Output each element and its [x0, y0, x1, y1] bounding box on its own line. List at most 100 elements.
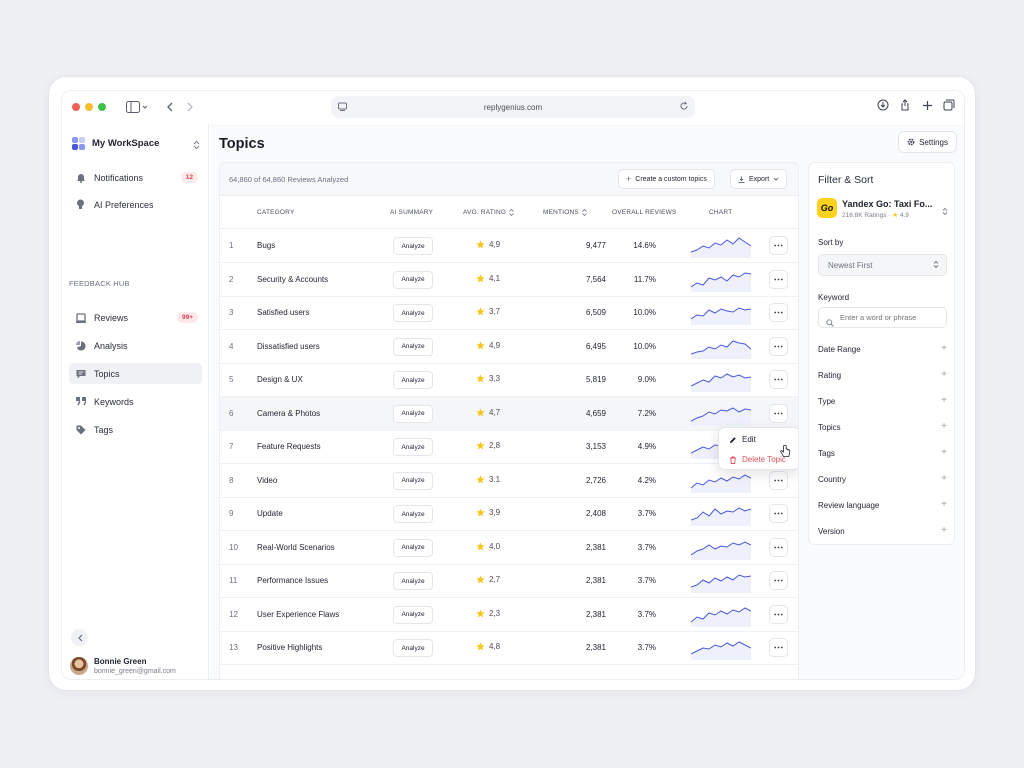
analyze-button[interactable]: Analyze [393, 304, 433, 322]
sidebar-item-notifications[interactable]: Notifications 12 [69, 167, 202, 188]
more-actions-button[interactable] [769, 336, 788, 356]
table-row[interactable]: 12 User Experience Flaws Analyze 2,3 2,381 3.… [220, 598, 798, 632]
analyze-button[interactable]: Analyze [393, 538, 433, 557]
analyze-button[interactable]: Analyze [393, 404, 433, 423]
filter-review-language[interactable]: Review language + [818, 499, 947, 513]
ellipsis-icon [774, 278, 783, 280]
sort-select[interactable]: Newest First [818, 254, 947, 276]
filter-country[interactable]: Country + [818, 473, 947, 487]
export-button[interactable]: Export [730, 169, 788, 189]
edit-topic-menu-item[interactable]: Edit [729, 435, 756, 444]
analyze-button[interactable]: Analyze [393, 572, 433, 590]
plus-icon[interactable]: + [941, 369, 947, 380]
table-row[interactable]: 8 Video Analyze 3.1 2,726 4.2% [220, 464, 798, 498]
more-actions-button[interactable] [769, 236, 788, 255]
more-actions-button[interactable] [769, 269, 788, 289]
download-icon[interactable] [876, 98, 890, 112]
table-row[interactable]: 4 Dissatisfied users Analyze 4,9 6,495 10.0% [220, 330, 798, 364]
back-icon[interactable] [162, 97, 178, 117]
filter-label: Rating [818, 371, 842, 380]
table-row[interactable]: 13 Positive Highlights Analyze 4,8 2,381 3.7% [220, 631, 798, 665]
more-actions-button[interactable] [769, 537, 788, 557]
main-content: Topics Settings 64,860 of 64,860 Reviews… [210, 124, 964, 679]
site-info-icon[interactable] [338, 102, 347, 113]
tabs-overview-icon[interactable] [942, 98, 956, 112]
more-actions-button[interactable] [769, 470, 788, 490]
plus-icon[interactable]: + [941, 499, 947, 510]
sparkline-chart [691, 373, 751, 392]
analyze-button[interactable]: Analyze [393, 270, 433, 289]
row-number: 8 [229, 475, 234, 485]
row-number: 3 [229, 308, 234, 317]
sidebar-item-tags[interactable]: Tags [69, 419, 202, 440]
reload-icon[interactable] [679, 101, 689, 113]
table-row[interactable]: 2 Security & Accounts Analyze 4,1 7,564 11.7% [220, 263, 798, 297]
star-icon: ★ [892, 212, 899, 219]
app-selector[interactable]: Go Yandex Go: Taxi Fo... 216.8K Ratings … [817, 198, 948, 220]
sidebar-toggle-icon[interactable] [123, 97, 151, 117]
ellipsis-icon [774, 546, 783, 548]
more-actions-button[interactable] [769, 638, 788, 657]
plus-icon[interactable]: + [941, 473, 947, 484]
sidebar-item-label: AI Preferences [94, 199, 154, 210]
sidebar-item-topics[interactable]: Topics [69, 363, 202, 384]
row-mentions: 2,381 [585, 643, 606, 652]
filter-version[interactable]: Version + [818, 525, 947, 539]
analyze-button[interactable]: Analyze [393, 337, 433, 356]
minimize-window-button[interactable] [85, 103, 93, 111]
sidebar-item-keywords[interactable]: Keywords [69, 391, 202, 412]
table-row[interactable]: 10 Real-World Scenarios Analyze 4,0 2,381 3.7… [220, 531, 798, 565]
more-actions-button[interactable] [769, 303, 788, 322]
settings-button[interactable]: Settings [898, 131, 957, 153]
collapse-sidebar-button[interactable] [71, 629, 88, 646]
analyze-button[interactable]: Analyze [393, 471, 433, 490]
close-window-button[interactable] [72, 103, 80, 111]
create-custom-topic-button[interactable]: + Create a custom topics [618, 169, 715, 189]
keyword-input[interactable] [818, 307, 947, 328]
more-actions-button[interactable] [769, 403, 788, 423]
analyze-button[interactable]: Analyze [393, 505, 433, 523]
forward-icon[interactable] [182, 97, 198, 117]
table-row[interactable]: 9 Update Analyze 3,9 2,408 3.7% [220, 497, 798, 531]
table-row[interactable]: 11 Performance Issues Analyze 2,7 2,381 3.7% [220, 564, 798, 598]
delete-topic-menu-item[interactable]: Delete Topic [729, 455, 786, 464]
analyze-button[interactable]: Analyze [393, 639, 433, 657]
analyze-button[interactable]: Analyze [393, 438, 433, 456]
table-row[interactable]: 1 Bugs Analyze 4,9 9,477 14.6% [220, 229, 798, 263]
col-avg-rating[interactable]: AVG. RATING [463, 209, 514, 216]
address-bar[interactable]: replygenius.com [331, 96, 695, 118]
share-icon[interactable] [898, 98, 912, 112]
plus-icon[interactable]: + [941, 343, 947, 354]
new-tab-icon[interactable] [920, 98, 934, 112]
col-mentions[interactable]: MENTIONS [543, 209, 587, 216]
analyze-button[interactable]: Analyze [393, 605, 433, 624]
more-actions-button[interactable] [769, 504, 788, 523]
plus-icon[interactable]: + [941, 525, 947, 536]
sidebar-item-label: Reviews [94, 312, 129, 323]
workspace-switcher[interactable]: My WorkSpace [72, 134, 200, 152]
more-actions-button[interactable] [769, 370, 788, 389]
device-frame: replygenius.com M [48, 76, 976, 691]
more-actions-button[interactable] [769, 571, 788, 590]
filter-rating[interactable]: Rating + [818, 369, 947, 383]
table-row[interactable]: 5 Design & UX Analyze 3,3 5,819 9.0% [220, 363, 798, 397]
table-row[interactable]: 3 Satisfied users Analyze 3,7 6,509 10.0% [220, 296, 798, 330]
analyze-button[interactable]: Analyze [393, 237, 433, 255]
row-category: Performance Issues [257, 576, 329, 585]
plus-icon[interactable]: + [941, 447, 947, 458]
filter-type[interactable]: Type + [818, 395, 947, 409]
sidebar-item-ai-preferences[interactable]: AI Preferences [69, 194, 202, 215]
plus-icon[interactable]: + [941, 395, 947, 406]
table-row[interactable]: 6 Camera & Photos Analyze 4,7 4,659 7.2% [220, 396, 798, 431]
filter-topics[interactable]: Topics + [818, 421, 947, 435]
more-actions-button[interactable] [769, 604, 788, 624]
table-row[interactable]: 7 Feature Requests Analyze 2,8 3,153 4.9% [220, 430, 798, 464]
plus-icon[interactable]: + [941, 421, 947, 432]
user-profile[interactable]: Bonnie Green bonnie_green@gmail.com [70, 657, 176, 675]
zoom-window-button[interactable] [98, 103, 106, 111]
filter-tags[interactable]: Tags + [818, 447, 947, 461]
sidebar-item-reviews[interactable]: Reviews 99+ [69, 307, 202, 328]
sidebar-item-analysis[interactable]: Analysis [69, 335, 202, 356]
filter-date-range[interactable]: Date Range + [818, 343, 947, 357]
analyze-button[interactable]: Analyze [393, 371, 433, 389]
